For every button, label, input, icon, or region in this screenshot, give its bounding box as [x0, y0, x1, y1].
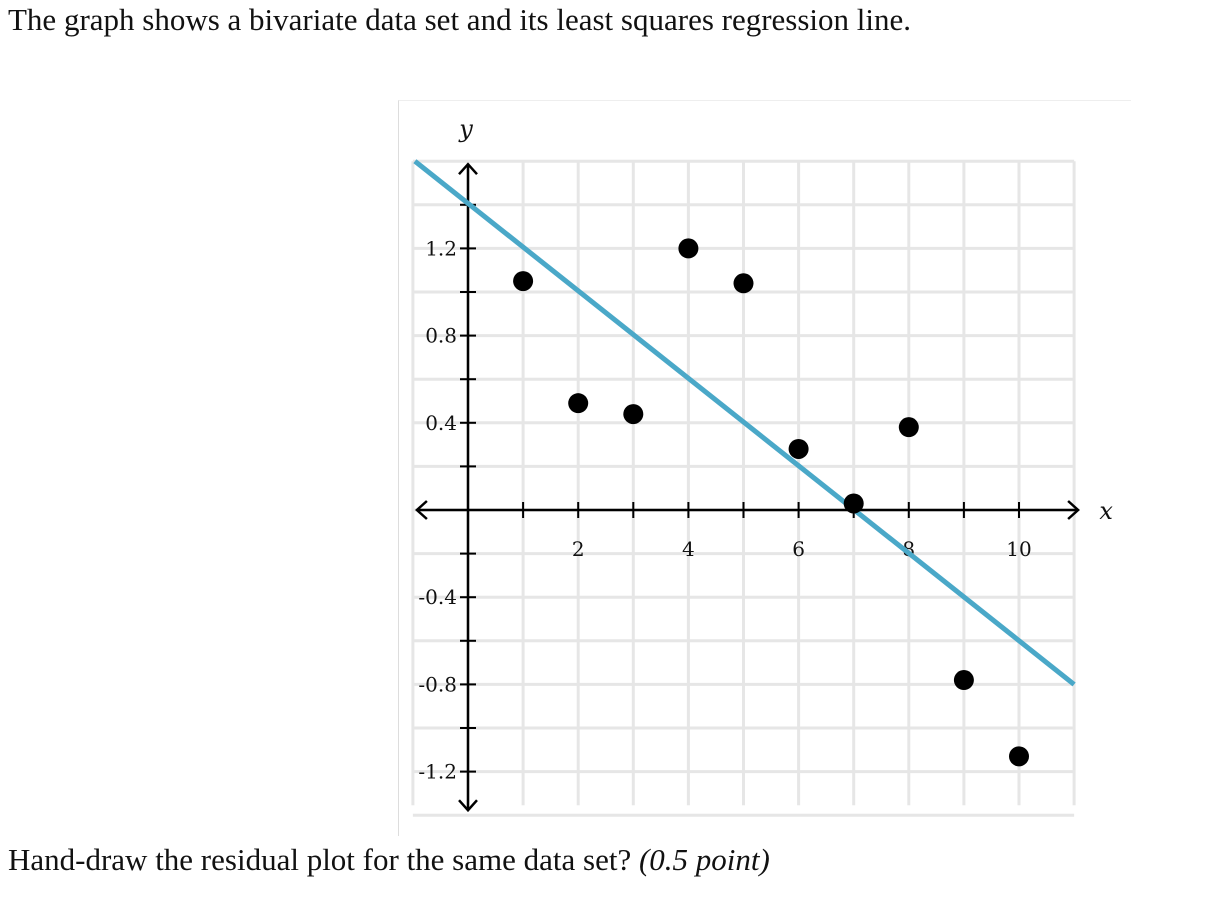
data-point — [898, 417, 919, 438]
data-point — [788, 438, 809, 459]
data-point — [1009, 746, 1029, 767]
data-point — [568, 393, 589, 414]
x-tick-label: 2 — [572, 537, 585, 561]
y-tick-label: -0.8 — [418, 672, 457, 696]
graph-panel — [398, 100, 1131, 836]
x-axis-arrow-left — [415, 500, 428, 520]
y-tick-label: -1.2 — [418, 760, 457, 784]
data-point — [953, 670, 974, 691]
data-point — [678, 238, 699, 259]
y-tick-label: 0.4 — [425, 411, 457, 435]
data-point — [623, 404, 644, 425]
x-axis-arrow-right — [1067, 500, 1080, 520]
data-point — [843, 493, 864, 514]
y-axis-arrow-bottom — [458, 799, 478, 813]
y-tick-label: 0.8 — [425, 324, 457, 348]
regression-line — [413, 159, 1076, 687]
x-axis-label: x — [1099, 497, 1113, 525]
y-tick-label: -0.4 — [418, 585, 457, 609]
data-point — [733, 273, 754, 294]
question-intro: The graph shows a bivariate data set and… — [8, 2, 912, 37]
y-axis-label: y — [458, 115, 473, 143]
points-note: (0.5 point) — [638, 842, 770, 877]
x-tick-label: 6 — [792, 537, 805, 561]
y-tick-label: 1.2 — [425, 236, 457, 260]
question-prompt: Hand-draw the residual plot for the same… — [8, 842, 770, 878]
x-tick-label: 4 — [682, 537, 695, 561]
data-point — [513, 271, 534, 292]
x-tick-label: 10 — [1006, 537, 1031, 561]
prompt-text: Hand-draw the residual plot for the same… — [8, 842, 632, 877]
y-axis-arrow-top — [458, 162, 478, 176]
